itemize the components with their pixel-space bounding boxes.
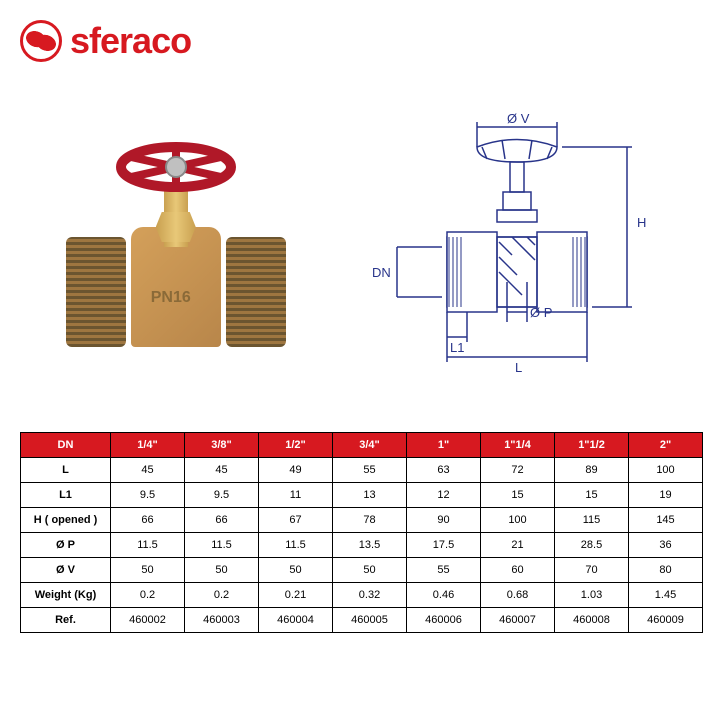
cell: 1.03 xyxy=(555,583,629,608)
cell: 13.5 xyxy=(333,533,407,558)
cell: 0.2 xyxy=(185,583,259,608)
cell: 1.45 xyxy=(629,583,703,608)
col-2: 1/2" xyxy=(259,433,333,458)
cell: 0.21 xyxy=(259,583,333,608)
cell: 50 xyxy=(185,558,259,583)
cell: 89 xyxy=(555,458,629,483)
cell: 49 xyxy=(259,458,333,483)
cell: 21 xyxy=(481,533,555,558)
row-label: Ref. xyxy=(21,608,111,633)
cell: 460003 xyxy=(185,608,259,633)
row-label: L xyxy=(21,458,111,483)
row-label: L1 xyxy=(21,483,111,508)
dim-label-h: H xyxy=(637,215,646,230)
valve-thread-right xyxy=(226,237,286,347)
cell: 460004 xyxy=(259,608,333,633)
cell: 66 xyxy=(185,508,259,533)
row-label: Ø V xyxy=(21,558,111,583)
cell: 55 xyxy=(407,558,481,583)
handwheel-icon xyxy=(116,137,236,192)
valve-nut xyxy=(156,212,196,242)
cell: 0.32 xyxy=(333,583,407,608)
table-row: Ø V5050505055607080 xyxy=(21,558,703,583)
row-label: Ø P xyxy=(21,533,111,558)
table-row: L45454955637289100 xyxy=(21,458,703,483)
logo-mark-icon xyxy=(20,20,62,62)
row-label: H ( opened ) xyxy=(21,508,111,533)
cell: 460005 xyxy=(333,608,407,633)
images-row: PN16 xyxy=(20,92,703,392)
cell: 15 xyxy=(555,483,629,508)
cell: 50 xyxy=(259,558,333,583)
cell: 66 xyxy=(111,508,185,533)
cell: 12 xyxy=(407,483,481,508)
cell: 0.46 xyxy=(407,583,481,608)
cell: 60 xyxy=(481,558,555,583)
col-1: 3/8" xyxy=(185,433,259,458)
cell: 100 xyxy=(629,458,703,483)
cell: 28.5 xyxy=(555,533,629,558)
cell: 70 xyxy=(555,558,629,583)
cell: 45 xyxy=(111,458,185,483)
dimensions-table: DN 1/4" 3/8" 1/2" 3/4" 1" 1"1/4 1"1/2 2"… xyxy=(20,432,703,633)
dim-label-v: Ø V xyxy=(507,111,530,126)
cell: 50 xyxy=(111,558,185,583)
valve-marking: PN16 xyxy=(151,289,191,307)
table-row: H ( opened )6666677890100115145 xyxy=(21,508,703,533)
cell: 90 xyxy=(407,508,481,533)
cell: 100 xyxy=(481,508,555,533)
col-5: 1"1/4 xyxy=(481,433,555,458)
technical-diagram: Ø V H DN Ø P L1 L xyxy=(367,107,667,377)
cell: 0.2 xyxy=(111,583,185,608)
table-row: Ø P11.511.511.513.517.52128.536 xyxy=(21,533,703,558)
dim-label-l: L xyxy=(515,360,522,375)
cell: 63 xyxy=(407,458,481,483)
cell: 67 xyxy=(259,508,333,533)
cell: 19 xyxy=(629,483,703,508)
cell: 460009 xyxy=(629,608,703,633)
cell: 45 xyxy=(185,458,259,483)
dim-label-p: Ø P xyxy=(530,305,552,320)
col-7: 2" xyxy=(629,433,703,458)
cell: 460002 xyxy=(111,608,185,633)
cell: 9.5 xyxy=(185,483,259,508)
table-row: L19.59.5111312151519 xyxy=(21,483,703,508)
cell: 9.5 xyxy=(111,483,185,508)
cell: 80 xyxy=(629,558,703,583)
cell: 11.5 xyxy=(185,533,259,558)
col-4: 1" xyxy=(407,433,481,458)
table-row: Ref.460002460003460004460005460006460007… xyxy=(21,608,703,633)
cell: 15 xyxy=(481,483,555,508)
table-header-row: DN 1/4" 3/8" 1/2" 3/4" 1" 1"1/4 1"1/2 2" xyxy=(21,433,703,458)
cell: 55 xyxy=(333,458,407,483)
cell: 460006 xyxy=(407,608,481,633)
table-row: Weight (Kg)0.20.20.210.320.460.681.031.4… xyxy=(21,583,703,608)
header-dn: DN xyxy=(21,433,111,458)
cell: 17.5 xyxy=(407,533,481,558)
brand-name: sferaco xyxy=(70,20,191,62)
valve-thread-left xyxy=(66,237,126,347)
cell: 115 xyxy=(555,508,629,533)
cell: 145 xyxy=(629,508,703,533)
dim-label-l1: L1 xyxy=(450,340,464,355)
row-label: Weight (Kg) xyxy=(21,583,111,608)
cell: 13 xyxy=(333,483,407,508)
col-3: 3/4" xyxy=(333,433,407,458)
cell: 78 xyxy=(333,508,407,533)
brand-logo: sferaco xyxy=(20,20,703,62)
col-0: 1/4" xyxy=(111,433,185,458)
cell: 36 xyxy=(629,533,703,558)
cell: 460008 xyxy=(555,608,629,633)
cell: 72 xyxy=(481,458,555,483)
cell: 11 xyxy=(259,483,333,508)
col-6: 1"1/2 xyxy=(555,433,629,458)
cell: 0.68 xyxy=(481,583,555,608)
cell: 11.5 xyxy=(111,533,185,558)
cell: 460007 xyxy=(481,608,555,633)
dim-label-dn: DN xyxy=(372,265,391,280)
cell: 11.5 xyxy=(259,533,333,558)
cell: 50 xyxy=(333,558,407,583)
product-photo: PN16 xyxy=(56,107,296,377)
